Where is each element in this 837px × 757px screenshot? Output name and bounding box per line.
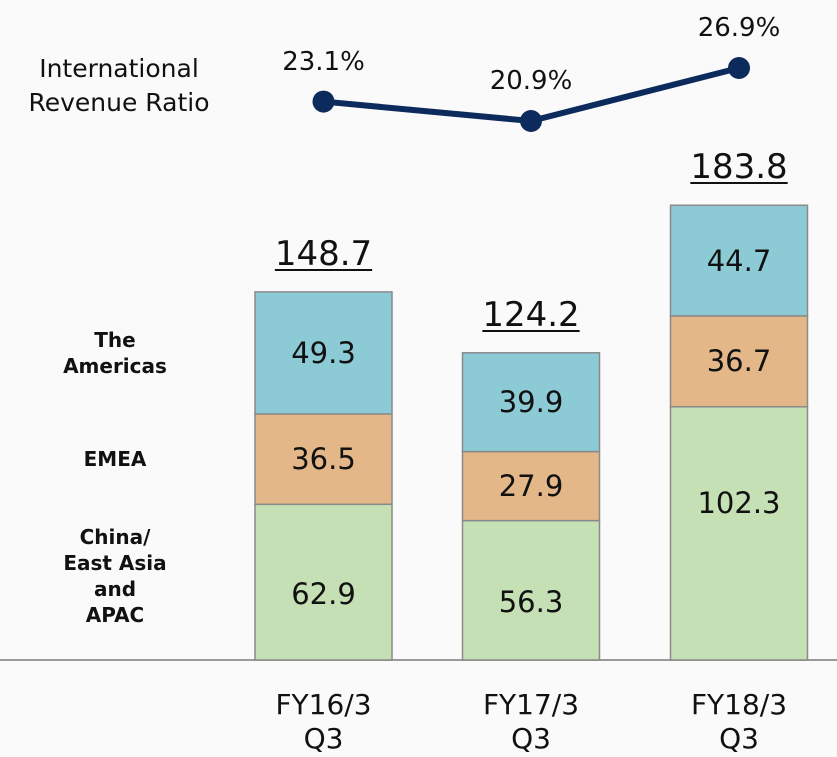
value-label: 27.9	[498, 469, 564, 504]
value-label: 102.3	[697, 486, 781, 521]
bar-segment	[461, 352, 601, 453]
ratio-marker	[520, 110, 542, 132]
bar-segment	[669, 315, 809, 408]
value-label: 49.3	[291, 335, 356, 370]
value-label: 62.9	[291, 577, 356, 612]
ratio-marker	[728, 57, 750, 80]
bar-segment	[461, 519, 601, 661]
bar-segment	[461, 450, 601, 522]
value-label: 36.7	[706, 344, 772, 379]
bar-segment	[254, 503, 393, 661]
x-tick-label: FY18/3 Q3	[690, 688, 788, 755]
bar-segment	[669, 406, 809, 661]
total-label: 124.2	[482, 294, 580, 335]
legend-label: China/ East Asia and APAC	[63, 525, 167, 628]
bar-segment	[254, 413, 393, 506]
legend-label: The Americas	[63, 327, 167, 378]
value-label: 56.3	[498, 585, 564, 620]
value-label: 36.5	[291, 442, 356, 477]
legend-label: EMEA	[83, 447, 147, 472]
value-label: 39.9	[498, 385, 564, 420]
line-label: International Revenue Ratio	[28, 54, 210, 117]
x-tick-label: FY17/3 Q3	[482, 688, 580, 755]
total-label: 183.8	[690, 147, 788, 188]
bar-segment	[254, 291, 393, 415]
ratio-label: 20.9%	[489, 66, 573, 96]
total-label: 148.7	[274, 233, 373, 274]
x-tick-label: FY16/3 Q3	[275, 688, 372, 755]
bar-segment	[669, 204, 809, 317]
ratio-label: 26.9%	[697, 13, 781, 44]
ratio-label: 23.1%	[282, 46, 365, 77]
ratio-marker	[312, 90, 335, 113]
value-label: 44.7	[706, 243, 772, 278]
